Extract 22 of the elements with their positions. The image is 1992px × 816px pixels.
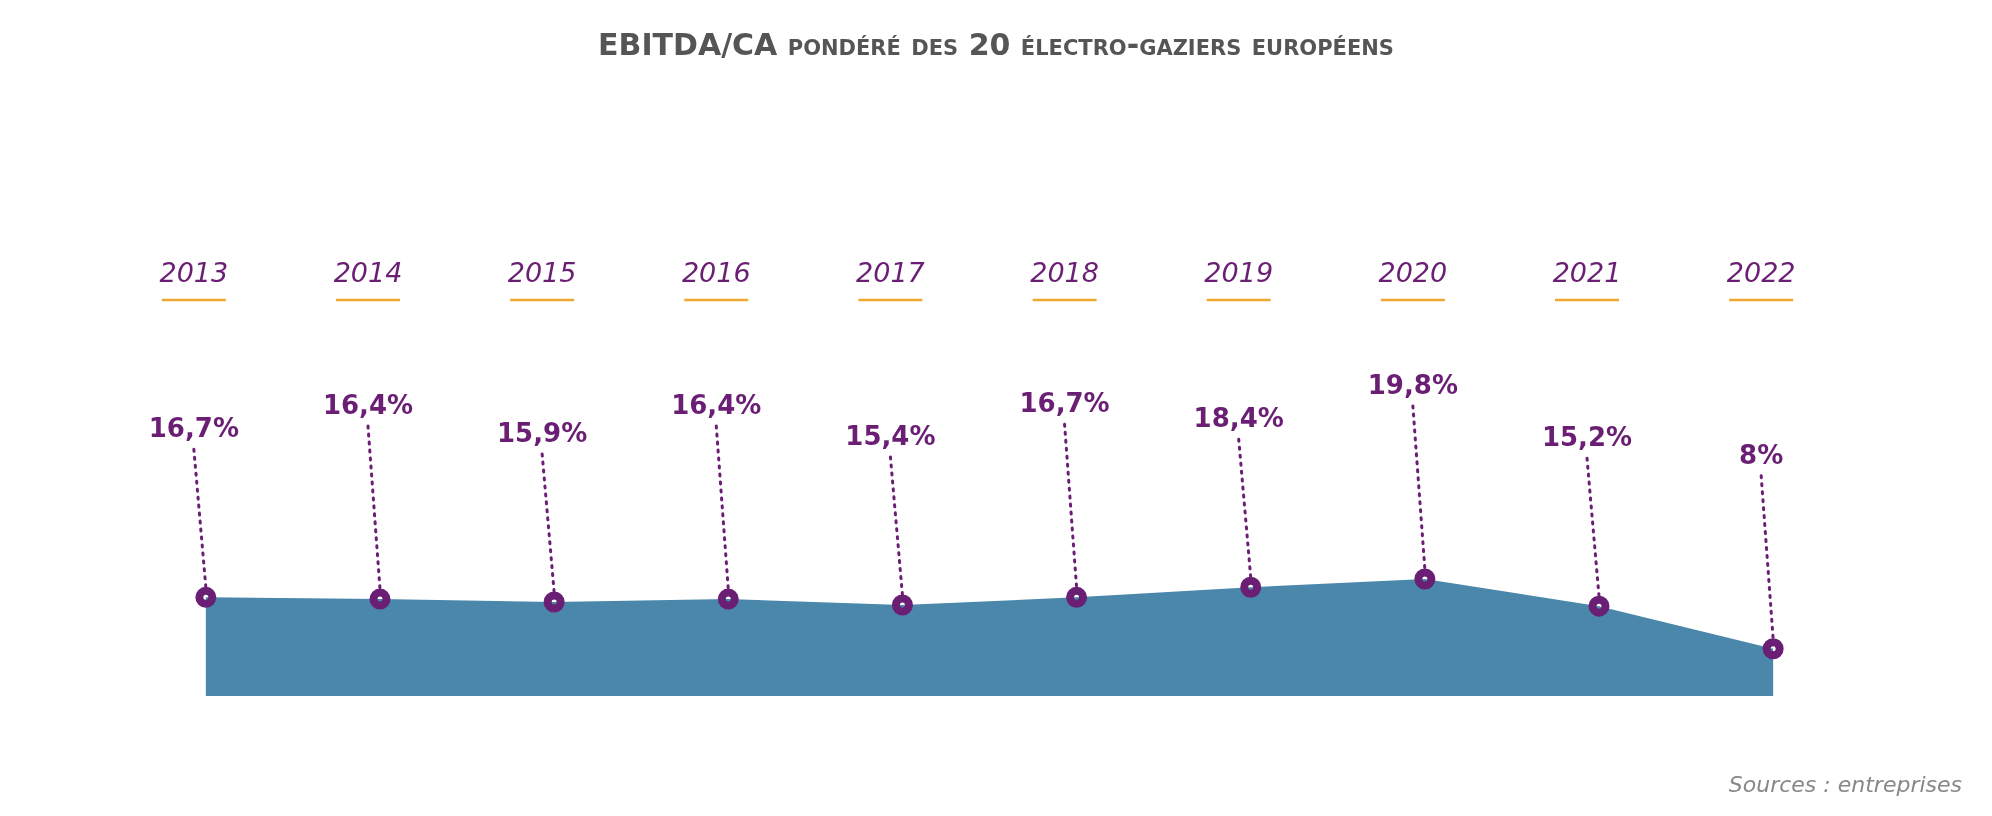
data-label: 18,4%	[1193, 403, 1284, 434]
x-tick-label: 2022	[1726, 257, 1796, 288]
data-label: 15,4%	[845, 421, 936, 451]
chart-title: EBITDA/CA pondéré des 20 électro-gaziers européens	[598, 27, 1394, 62]
data-label: 8%	[1739, 439, 1784, 470]
data-label: 16,4%	[322, 390, 414, 421]
data-label: 15,2%	[1541, 422, 1633, 453]
x-tick-label: 2021	[1552, 257, 1622, 288]
data-label: 16,4%	[671, 390, 762, 421]
data-label: 19,8%	[1367, 370, 1458, 400]
x-tick-label: 2016	[681, 257, 751, 288]
x-tick-label: 2013	[159, 257, 229, 288]
source-note: Sources : entreprises	[1728, 772, 1962, 797]
data-label: 15,9%	[497, 418, 588, 449]
x-tick-label: 2015	[507, 257, 577, 288]
data-label: 16,7%	[148, 413, 239, 444]
x-tick-label: 2019	[1204, 257, 1274, 288]
x-tick-label: 2014	[333, 257, 403, 288]
x-tick-label: 2020	[1378, 257, 1448, 288]
x-tick-label: 2018	[1030, 257, 1099, 288]
data-label: 16,7%	[1019, 388, 1110, 419]
x-tick-label: 2017	[856, 257, 925, 288]
